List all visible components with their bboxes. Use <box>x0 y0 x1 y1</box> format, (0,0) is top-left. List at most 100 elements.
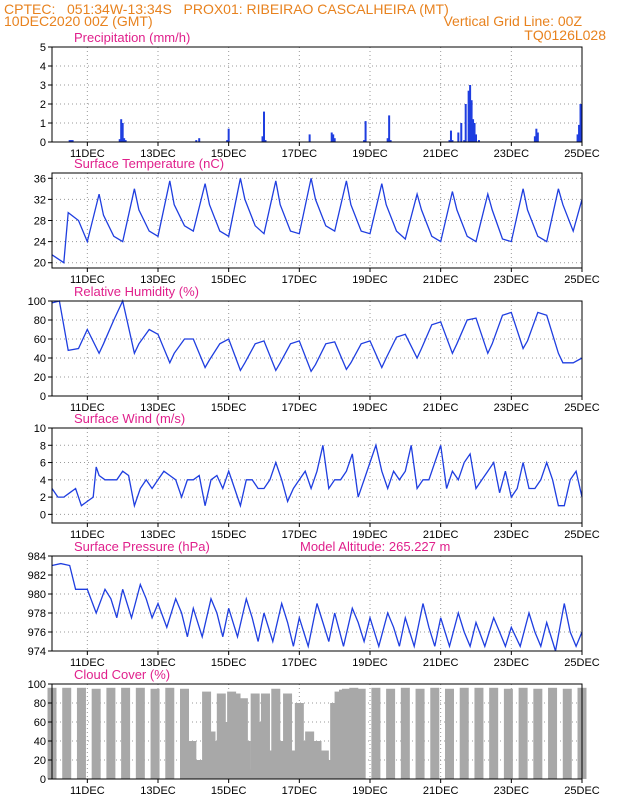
bar <box>330 132 333 142</box>
x-tick-label: 13DEC <box>140 529 176 541</box>
x-tick-label: 19DEC <box>352 402 388 414</box>
header-model-code: TQ0126L028 <box>524 27 606 43</box>
panel-frame <box>51 683 583 780</box>
bar <box>195 140 198 142</box>
bar <box>363 140 366 142</box>
y-tick-label: 0 <box>40 391 46 403</box>
x-tick-label: 25DEC <box>564 529 600 541</box>
bar <box>562 688 572 779</box>
x-tick-label: 23DEC <box>494 529 530 541</box>
x-tick-label: 15DEC <box>211 274 247 286</box>
bar <box>231 693 241 779</box>
bar <box>165 687 175 779</box>
bar <box>319 750 329 779</box>
panel-6: 0 20 40 60 80 100 11DEC 13DEC 15DEC 17DEC 19DEC 21D… <box>28 667 600 797</box>
y-tick-label: 980 <box>28 589 46 601</box>
y-tick-label: 6 <box>40 458 46 470</box>
bar <box>449 130 452 142</box>
x-tick-label: 21DEC <box>423 785 459 797</box>
panel-1: 0 1 2 3 4 5 11DEC 13DEC 15DEC 17DEC 19DEC 21DEC 23DE… <box>40 30 600 160</box>
x-tick-label: 21DEC <box>423 529 459 541</box>
y-tick-label: 40 <box>34 353 46 365</box>
bar <box>356 688 366 779</box>
bar <box>194 760 204 779</box>
panel-frame <box>51 46 583 143</box>
x-tick-label: 15DEC <box>211 657 247 669</box>
bar <box>70 140 73 142</box>
x-tick-label: 23DEC <box>494 402 530 414</box>
bar <box>91 688 101 779</box>
x-tick-label: 23DEC <box>494 274 530 286</box>
x-tick-label: 11DEC <box>70 402 105 414</box>
x-tick-label: 17DEC <box>282 785 318 797</box>
y-tick-label: 20 <box>34 258 46 270</box>
bar <box>106 687 116 779</box>
bar <box>216 693 226 779</box>
series-line <box>51 442 583 509</box>
panel-title: Cloud Cover (%) <box>74 667 170 682</box>
panel-5: 974 976 978 980 982 984 11DEC 13DEC 15DEC 17DEC 19… <box>28 539 600 669</box>
bar <box>118 139 121 142</box>
bar <box>312 741 322 779</box>
y-tick-label: 0 <box>40 509 46 521</box>
panel-title: Surface Wind (m/s) <box>74 411 185 426</box>
y-tick-label: 982 <box>28 570 46 582</box>
header-grid-note: Vertical Grid Line: 00Z <box>443 13 582 29</box>
bar <box>62 687 72 779</box>
x-tick-label: 25DEC <box>564 274 600 286</box>
x-tick-label: 21DEC <box>423 148 459 160</box>
y-tick-label: 20 <box>34 755 46 767</box>
x-tick-label: 15DEC <box>211 785 247 797</box>
y-tick-label: 24 <box>34 237 46 249</box>
bar <box>451 140 454 142</box>
panel-frame <box>51 427 583 524</box>
panel-title: Surface Pressure (hPa) <box>74 539 210 554</box>
bar <box>457 132 460 142</box>
bar <box>341 688 351 779</box>
bar <box>470 100 473 142</box>
y-tick-label: 0 <box>40 774 46 786</box>
x-tick-label: 23DEC <box>494 785 530 797</box>
bar <box>448 140 451 142</box>
series-line <box>51 178 583 264</box>
x-tick-label: 19DEC <box>352 657 388 669</box>
bar <box>535 128 538 142</box>
bar <box>124 140 127 142</box>
bar <box>227 128 230 142</box>
x-tick-label: 17DEC <box>282 148 318 160</box>
panel-frame <box>51 300 583 397</box>
x-tick-label: 25DEC <box>564 148 600 160</box>
series-line <box>51 299 583 373</box>
x-tick-label: 17DEC <box>282 274 318 286</box>
x-tick-label: 21DEC <box>423 657 459 669</box>
bar <box>460 123 463 142</box>
bar <box>474 687 484 779</box>
x-tick-label: 17DEC <box>282 402 318 414</box>
y-tick-label: 4 <box>40 61 46 73</box>
bar <box>308 134 311 142</box>
y-tick-label: 100 <box>28 296 46 308</box>
x-tick-label: 19DEC <box>352 274 388 286</box>
y-tick-label: 5 <box>40 42 46 54</box>
bar <box>261 136 264 142</box>
bar <box>238 698 248 779</box>
bar <box>332 134 335 142</box>
y-tick-label: 100 <box>28 679 46 691</box>
x-tick-label: 11DEC <box>70 148 105 160</box>
bar <box>121 123 124 142</box>
bar <box>472 119 475 142</box>
x-tick-label: 11DEC <box>70 657 105 669</box>
bar <box>71 140 74 142</box>
x-tick-label: 17DEC <box>282 529 318 541</box>
x-tick-label: 15DEC <box>211 402 247 414</box>
x-tick-label: 23DEC <box>494 657 530 669</box>
panel-annotation: Model Altitude: 265.227 m <box>300 539 450 554</box>
x-tick-label: 19DEC <box>352 148 388 160</box>
y-tick-label: 4 <box>40 475 46 487</box>
x-tick-label: 15DEC <box>211 529 247 541</box>
y-tick-label: 8 <box>40 440 46 452</box>
y-tick-label: 60 <box>34 334 46 346</box>
x-tick-label: 11DEC <box>70 274 105 286</box>
x-tick-label: 13DEC <box>140 402 176 414</box>
